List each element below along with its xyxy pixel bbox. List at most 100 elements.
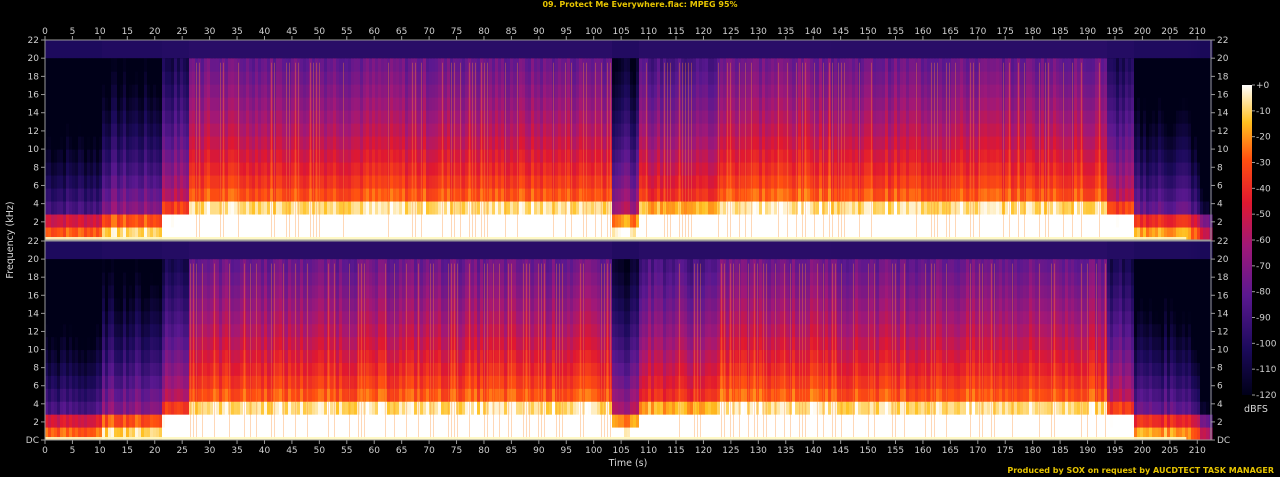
spectrogram-cell bbox=[810, 201, 814, 215]
spectrogram-cell bbox=[1008, 227, 1012, 241]
spectrogram-cell bbox=[651, 201, 655, 215]
spectrogram-cell-above-cutoff bbox=[552, 40, 556, 59]
spectrogram-cell bbox=[246, 136, 250, 150]
spectrogram-cell bbox=[588, 149, 592, 163]
spectrogram-cell bbox=[249, 188, 253, 202]
spectrogram-cell bbox=[507, 58, 511, 72]
spectrogram-cell bbox=[939, 71, 943, 85]
spectrogram-cell bbox=[936, 227, 940, 241]
spectrogram-cell bbox=[951, 84, 955, 98]
spectrogram-cell bbox=[333, 136, 337, 150]
spectrogram-cell bbox=[453, 97, 457, 111]
spectrogram-cell bbox=[681, 136, 685, 150]
spectrogram-cell bbox=[585, 97, 589, 111]
spectrogram-cell bbox=[543, 162, 547, 176]
spectrogram-cell bbox=[450, 110, 454, 124]
spectrogram-cell bbox=[732, 58, 736, 72]
spectrogram-cell bbox=[300, 71, 304, 85]
spectrogram-cell bbox=[243, 175, 247, 189]
spectrogram-cell bbox=[201, 162, 205, 176]
spectrogram-cell bbox=[1005, 84, 1009, 98]
spectrogram-cell bbox=[156, 227, 160, 241]
spectrogram-cell-above-cutoff bbox=[261, 40, 265, 59]
spectrogram-cell bbox=[852, 110, 856, 124]
spectrogram-cell bbox=[546, 201, 550, 215]
spectrogram-cell bbox=[762, 214, 766, 228]
spectrogram-cell bbox=[462, 123, 466, 137]
spectrogram-cell bbox=[138, 136, 142, 150]
spectrogram-cell bbox=[666, 188, 670, 202]
spectrogram-cell bbox=[555, 136, 559, 150]
spectrogram-cell bbox=[363, 201, 367, 215]
spectrogram-cell bbox=[861, 71, 865, 85]
spectrogram-cell bbox=[897, 71, 901, 85]
spectrogram-cell bbox=[543, 110, 547, 124]
spectrogram-cell bbox=[270, 136, 274, 150]
spectrogram-cell bbox=[162, 110, 166, 124]
spectrogram-cell bbox=[690, 71, 694, 85]
spectrogram-cell bbox=[309, 149, 313, 163]
spectrogram-cell bbox=[825, 110, 829, 124]
spectrogram-cell bbox=[324, 136, 328, 150]
spectrogram-cell bbox=[612, 97, 616, 111]
spectrogram-cell bbox=[987, 71, 991, 85]
spectrogram-cell bbox=[759, 71, 763, 85]
spectrogram-cell bbox=[774, 214, 778, 228]
spectrogram-cell bbox=[633, 97, 637, 111]
spectrogram-cell bbox=[138, 123, 142, 137]
spectrogram-cell bbox=[117, 175, 121, 189]
spectrogram-cell bbox=[870, 136, 874, 150]
spectrogram-cell bbox=[156, 136, 160, 150]
spectrogram-cell bbox=[585, 214, 589, 228]
spectrogram-cell bbox=[111, 214, 115, 228]
spectrogram-cell bbox=[462, 97, 466, 111]
spectrogram-cell bbox=[837, 149, 841, 163]
spectrogram-cell bbox=[624, 162, 628, 176]
spectrogram-cell bbox=[993, 110, 997, 124]
spectrogram-cell bbox=[72, 58, 76, 72]
spectrogram-cell bbox=[666, 71, 670, 85]
spectrogram-cell bbox=[918, 84, 922, 98]
spectrogram-cell-above-cutoff bbox=[297, 40, 301, 59]
spectrogram-cell bbox=[102, 110, 106, 124]
spectrogram-cell bbox=[735, 162, 739, 176]
spectrogram-cell bbox=[843, 71, 847, 85]
spectrogram-cell bbox=[555, 84, 559, 98]
spectrogram-cell bbox=[621, 162, 625, 176]
spectrogram-cell bbox=[756, 58, 760, 72]
spectrogram-cell bbox=[243, 227, 247, 241]
spectrogram-cell bbox=[987, 214, 991, 228]
spectrogram-cell bbox=[510, 227, 514, 241]
spectrogram-cell bbox=[270, 58, 274, 72]
spectrogram-cell bbox=[480, 149, 484, 163]
spectrogram-cell bbox=[186, 71, 190, 85]
spectrogram-cell bbox=[696, 136, 700, 150]
spectrogram-cell bbox=[522, 123, 526, 137]
spectrogram-cell bbox=[261, 58, 265, 72]
spectrogram-cell bbox=[387, 214, 391, 228]
spectrogram-cell bbox=[816, 175, 820, 189]
spectrogram-cell bbox=[729, 136, 733, 150]
spectrogram-cell bbox=[114, 71, 118, 85]
spectrogram-cell bbox=[951, 175, 955, 189]
spectrogram-cell bbox=[798, 110, 802, 124]
spectrogram-cell-above-cutoff bbox=[915, 40, 919, 59]
spectrogram-cell bbox=[300, 97, 304, 111]
spectrogram-cell bbox=[249, 97, 253, 111]
spectrogram-cell-above-cutoff bbox=[456, 40, 460, 59]
spectrogram-cell bbox=[219, 188, 223, 202]
spectrogram-cell bbox=[639, 149, 643, 163]
spectrogram-cell bbox=[111, 227, 115, 241]
spectrogram-cell bbox=[207, 149, 211, 163]
spectrogram-cell bbox=[216, 214, 220, 228]
spectrogram-cell bbox=[543, 58, 547, 72]
spectrogram-cell bbox=[432, 136, 436, 150]
spectrogram-cell bbox=[645, 71, 649, 85]
spectrogram-cell bbox=[960, 110, 964, 124]
spectrogram-cell bbox=[696, 188, 700, 202]
spectrogram-cell bbox=[336, 188, 340, 202]
spectrogram-cell bbox=[783, 58, 787, 72]
spectrogram-cell bbox=[648, 214, 652, 228]
spectrogram-cell bbox=[600, 71, 604, 85]
spectrogram-cell-above-cutoff bbox=[333, 40, 337, 59]
